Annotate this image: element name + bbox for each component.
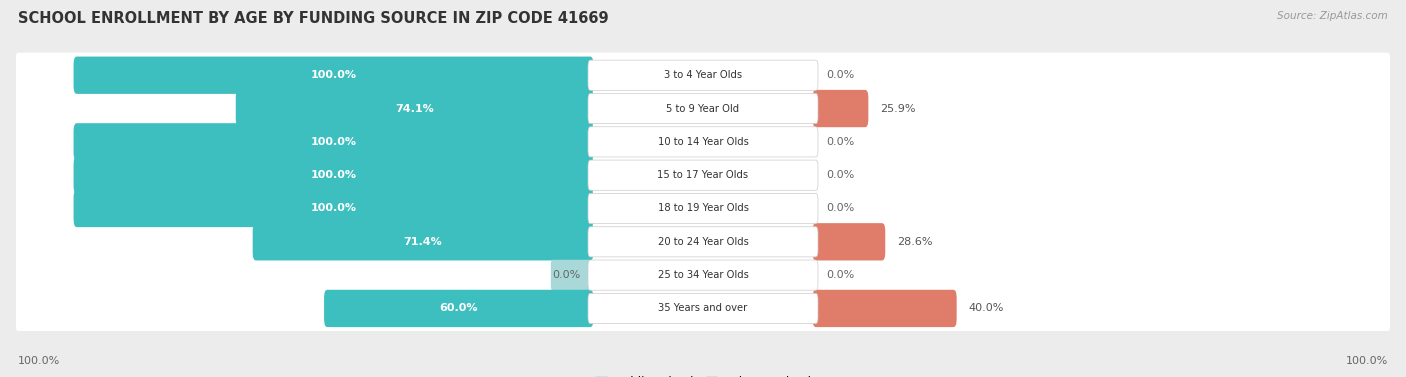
FancyBboxPatch shape	[236, 90, 593, 127]
Text: SCHOOL ENROLLMENT BY AGE BY FUNDING SOURCE IN ZIP CODE 41669: SCHOOL ENROLLMENT BY AGE BY FUNDING SOUR…	[18, 11, 609, 26]
Text: 0.0%: 0.0%	[553, 270, 581, 280]
Text: 100.0%: 100.0%	[1346, 356, 1388, 366]
FancyBboxPatch shape	[73, 57, 593, 94]
Text: 20 to 24 Year Olds: 20 to 24 Year Olds	[658, 237, 748, 247]
Text: 5 to 9 Year Old: 5 to 9 Year Old	[666, 104, 740, 113]
Legend: Public School, Private School: Public School, Private School	[595, 376, 811, 377]
Text: 100.0%: 100.0%	[311, 137, 357, 147]
Text: 100.0%: 100.0%	[311, 170, 357, 180]
FancyBboxPatch shape	[588, 293, 818, 323]
Text: 35 Years and over: 35 Years and over	[658, 303, 748, 313]
Text: 71.4%: 71.4%	[404, 237, 443, 247]
FancyBboxPatch shape	[588, 127, 818, 157]
Text: 0.0%: 0.0%	[825, 204, 853, 213]
Text: 0.0%: 0.0%	[825, 170, 853, 180]
Text: 74.1%: 74.1%	[395, 104, 434, 113]
Text: 25.9%: 25.9%	[880, 104, 915, 113]
FancyBboxPatch shape	[253, 223, 593, 261]
FancyBboxPatch shape	[15, 153, 1391, 198]
Text: 0.0%: 0.0%	[825, 70, 853, 80]
FancyBboxPatch shape	[15, 186, 1391, 231]
Text: 25 to 34 Year Olds: 25 to 34 Year Olds	[658, 270, 748, 280]
Text: 100.0%: 100.0%	[18, 356, 60, 366]
FancyBboxPatch shape	[588, 227, 818, 257]
FancyBboxPatch shape	[73, 190, 593, 227]
FancyBboxPatch shape	[15, 86, 1391, 131]
FancyBboxPatch shape	[73, 156, 593, 194]
FancyBboxPatch shape	[15, 253, 1391, 298]
FancyBboxPatch shape	[813, 90, 869, 127]
FancyBboxPatch shape	[813, 290, 956, 327]
FancyBboxPatch shape	[813, 223, 886, 261]
Text: 3 to 4 Year Olds: 3 to 4 Year Olds	[664, 70, 742, 80]
Text: 15 to 17 Year Olds: 15 to 17 Year Olds	[658, 170, 748, 180]
FancyBboxPatch shape	[588, 60, 818, 90]
Text: 18 to 19 Year Olds: 18 to 19 Year Olds	[658, 204, 748, 213]
FancyBboxPatch shape	[588, 260, 818, 290]
FancyBboxPatch shape	[551, 260, 592, 290]
FancyBboxPatch shape	[15, 53, 1391, 98]
Text: 28.6%: 28.6%	[897, 237, 932, 247]
FancyBboxPatch shape	[588, 160, 818, 190]
Text: 40.0%: 40.0%	[969, 303, 1004, 313]
FancyBboxPatch shape	[15, 119, 1391, 164]
FancyBboxPatch shape	[73, 123, 593, 161]
FancyBboxPatch shape	[588, 93, 818, 124]
Text: 100.0%: 100.0%	[311, 70, 357, 80]
FancyBboxPatch shape	[323, 290, 593, 327]
Text: 10 to 14 Year Olds: 10 to 14 Year Olds	[658, 137, 748, 147]
Text: Source: ZipAtlas.com: Source: ZipAtlas.com	[1277, 11, 1388, 21]
Text: 0.0%: 0.0%	[825, 137, 853, 147]
FancyBboxPatch shape	[15, 286, 1391, 331]
Text: 60.0%: 60.0%	[440, 303, 478, 313]
FancyBboxPatch shape	[588, 193, 818, 224]
Text: 100.0%: 100.0%	[311, 204, 357, 213]
FancyBboxPatch shape	[15, 219, 1391, 264]
Text: 0.0%: 0.0%	[825, 270, 853, 280]
